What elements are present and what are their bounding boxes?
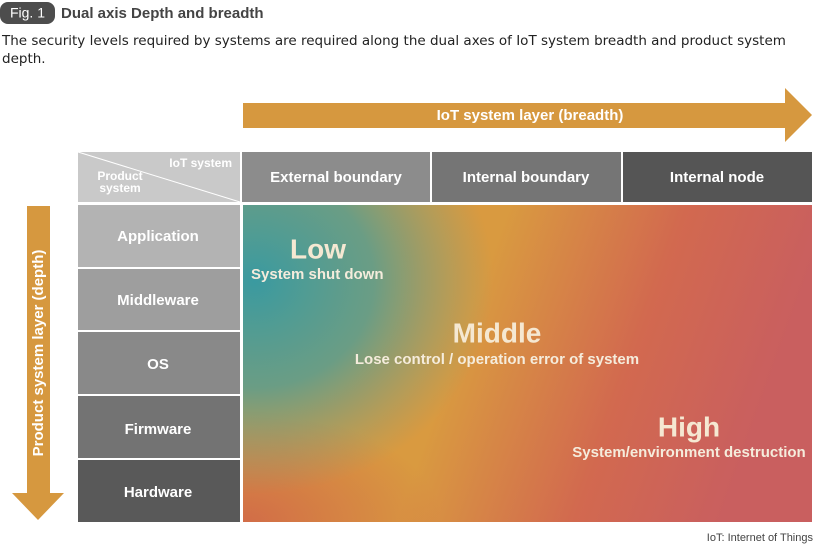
column-cell	[432, 152, 621, 202]
level-label: Middle	[453, 317, 542, 348]
row-label: Middleware	[117, 292, 199, 309]
level-description: Lose control / operation error of system	[355, 351, 639, 368]
row-label: Firmware	[125, 421, 192, 438]
horizontal-axis-label: IoT system layer (breadth)	[437, 107, 624, 124]
column-cell	[242, 152, 430, 202]
row-cell	[78, 205, 240, 267]
column-label: Internal node	[670, 169, 764, 186]
corner-row-label: Product system	[97, 170, 143, 195]
row-cell	[78, 269, 240, 330]
corner-diagonal	[77, 151, 241, 203]
level-label: High	[658, 411, 720, 442]
footnote: IoT: Internet of Things	[707, 532, 814, 544]
column-label: External boundary	[270, 169, 402, 186]
row-label: OS	[147, 356, 169, 373]
level-description: System shut down	[251, 266, 384, 283]
level-shade	[243, 205, 812, 522]
column-label: Internal boundary	[463, 169, 590, 186]
fig-badge	[0, 2, 55, 24]
row-cell	[78, 332, 240, 394]
row-cell	[78, 396, 240, 458]
corner-column-label: IoT system	[169, 156, 232, 170]
level-description: System/environment destruction	[572, 444, 805, 461]
corner-row-wrap: Product system	[97, 170, 143, 195]
vertical-arrow	[12, 206, 64, 520]
column-cell	[623, 152, 812, 202]
row-label: Hardware	[124, 484, 192, 501]
fig-label: Fig. 1	[10, 5, 45, 21]
horizontal-arrow	[243, 88, 812, 142]
vertical-axis-label: Product system layer (depth)	[30, 250, 47, 457]
level-label: Low	[290, 233, 346, 264]
caption: The security levels required by systems …	[2, 33, 786, 67]
row-cell	[78, 460, 240, 522]
row-label: Application	[117, 228, 199, 245]
title: Dual axis Depth and breadth	[61, 5, 264, 22]
